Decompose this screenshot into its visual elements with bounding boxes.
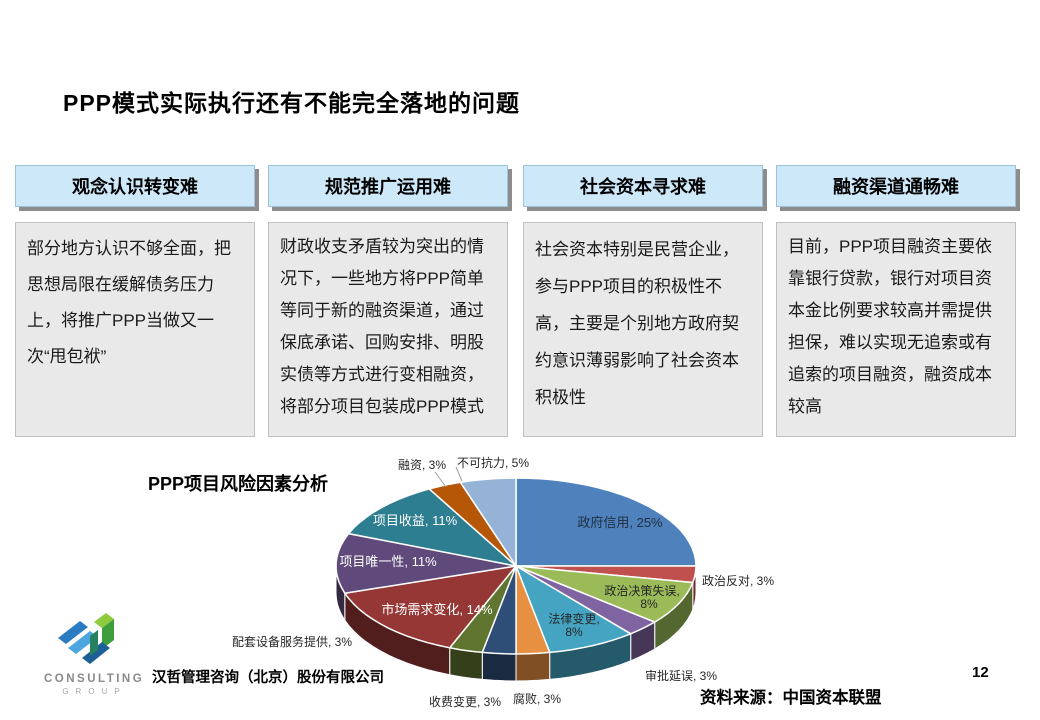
company-name: 汉哲管理咨询（北京）股份有限公司 [152,670,384,686]
label-leader-line [434,471,447,488]
logo-group-text: GROUP [62,687,127,696]
chart-title: PPP项目风险因素分析 [148,474,329,494]
pie-label: 项目收益, 11% [373,513,458,528]
header-box-1: 观念认识转变难 [15,165,255,207]
pie-slice [515,565,632,654]
pie-label: 市场需求变化, 14% [381,602,493,617]
label-leader-line [455,466,463,482]
pie-label: 不可抗力, 5% [457,455,529,470]
header-label-4: 融资渠道通畅难 [833,177,959,197]
pie-label: 政治反对, 3% [702,574,774,588]
risk-pie-chart: 政府信用, 25%政治反对, 3%政治决策失误,8%审批延误, 3%法律变更,8… [232,455,774,709]
pie-label: 项目唯一性, 11% [339,554,437,569]
header-box-2: 规范推广运用难 [268,165,508,207]
header-label-1: 观念认识转变难 [72,177,198,197]
pie-label: 配套设备服务提供, 3% [232,634,352,649]
pie-label: 审批延误, 3% [645,668,717,683]
pie-slice [459,477,517,567]
pie-slice-side [481,651,517,682]
company-logo: CONSULTING GROUP [44,610,145,696]
header-box-3: 社会资本寻求难 [523,165,763,207]
body-box-4: 目前，PPP项目融资主要依靠银行贷款，银行对项目资本金比例要求较高并需提供担保，… [776,222,1016,437]
pie-label: 8% [640,597,658,611]
logo-mark [58,613,114,664]
pie-label: 政治决策失误, [604,583,679,598]
header-box-4: 融资渠道通畅难 [776,165,1016,207]
body-box-3: 社会资本特别是民营企业，参与PPP项目的积极性不高，主要是个别地方政府契约意识薄… [523,222,763,437]
pie-label: 腐败, 3% [513,691,561,706]
page-number: 12 [972,664,989,681]
pie-label: 收费变更, 3% [429,694,501,709]
risk-factor-chart: PPP项目风险因素分析 政府信用, 25% 政治反对, 3% 政治决策失误, 8% 审批… [140,448,930,720]
pie-slice [335,532,517,594]
pie-slice [515,477,697,567]
logo-consulting-text: CONSULTING [44,673,145,685]
source-note: 资料来源：中国资本联盟 [700,689,882,707]
pie-slice [347,488,517,567]
pie-label: 8% [565,625,583,639]
header-label-2: 规范推广运用难 [325,177,451,197]
pie-label: 法律变更, [548,611,599,626]
pie-label: 政府信用, 25% [577,515,663,530]
pie-slice-side [515,651,551,682]
body-box-2: 财政收支矛盾较为突出的情况下，一些地方将PPP简单等同于新的融资渠道，通过保底承… [268,222,508,437]
header-label-3: 社会资本寻求难 [580,177,706,197]
page-title: PPP模式实际执行还有不能完全落地的问题 [63,90,521,116]
pie-slice [515,565,694,623]
pie-label: 融资, 3% [398,458,446,472]
body-box-1: 部分地方认识不够全面，把思想局限在缓解债务压力上，将推广PPP当做又一次“甩包袱… [15,222,255,437]
